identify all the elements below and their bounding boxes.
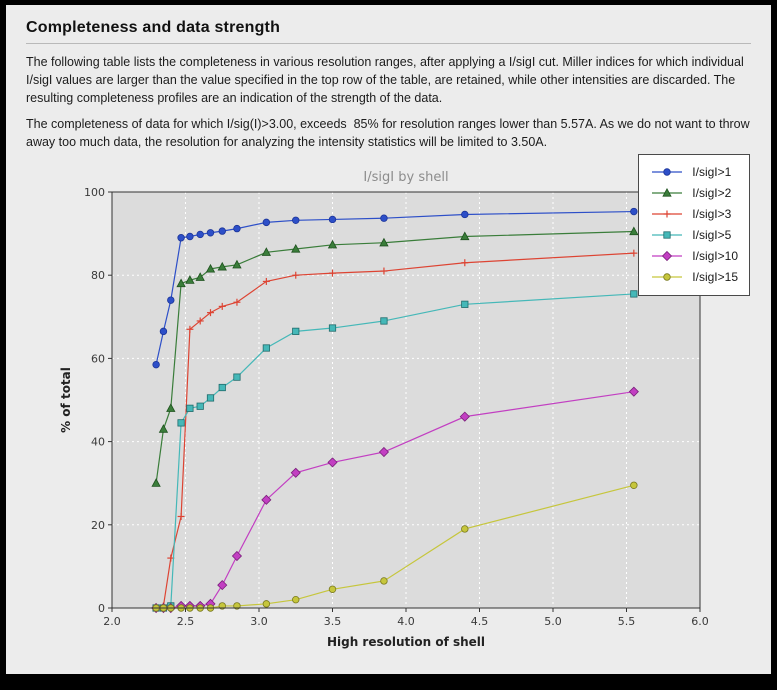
legend-sample-square-icon [652,231,683,239]
legend-label: I/sigI>5 [692,228,732,243]
report-panel: Completeness and data strength The follo… [6,5,771,674]
legend-label: I/sigI>2 [692,186,732,201]
svg-text:5.0: 5.0 [544,615,562,628]
svg-text:0: 0 [98,602,105,615]
legend-item: I/sigI>15 [650,267,738,288]
description-paragraph-2: The completeness of data for which I/sig… [26,117,754,149]
svg-text:2.0: 2.0 [103,615,121,628]
svg-text:3.5: 3.5 [324,615,342,628]
legend-sample-circle-icon [652,273,683,281]
description-paragraph-1: The following table lists the completene… [26,55,748,105]
svg-text:4.5: 4.5 [471,615,489,628]
legend-label: I/sigI>15 [692,270,738,285]
svg-text:80: 80 [91,269,105,282]
svg-text:4.0: 4.0 [397,615,415,628]
legend-sample-plus-icon [652,210,683,218]
svg-text:5.5: 5.5 [618,615,636,628]
svg-text:3.0: 3.0 [250,615,268,628]
svg-text:High resolution of shell: High resolution of shell [327,635,485,649]
svg-text:60: 60 [91,352,105,365]
legend-item: I/sigI>3 [650,204,738,225]
svg-text:40: 40 [91,435,105,448]
page-title: Completeness and data strength [26,19,281,36]
legend-label: I/sigI>10 [692,249,738,264]
legend-item: I/sigI>5 [650,225,738,246]
legend-sample-diamond-icon [652,251,683,262]
svg-text:6.0: 6.0 [691,615,709,628]
svg-text:I/sigI by shell: I/sigI by shell [363,170,448,185]
legend-sample-circle-icon [652,168,683,176]
title-divider [26,43,751,44]
legend-item: I/sigI>2 [650,183,738,204]
svg-text:20: 20 [91,519,105,532]
legend-sample-triangle-icon [652,188,683,197]
svg-text:100: 100 [84,186,105,199]
legend-label: I/sigI>3 [692,207,732,222]
svg-text:% of total: % of total [59,367,73,433]
legend-label: I/sigI>1 [692,165,732,180]
legend-item: I/sigI>10 [650,246,738,267]
chart-legend: I/sigI>1 I/sigI>2 I/sigI>3 I/sigI>5 I/sigI>1… [638,153,750,296]
legend-item: I/sigI>1 [650,162,738,183]
completeness-chart: 2.0 2.5 3.0 3.5 4.0 4.5 5.0 5.5 6.0 0 20 40 60 80 100 I… [59,170,709,649]
svg-text:2.5: 2.5 [177,615,195,628]
chart-container: I/sigI>1 I/sigI>2 I/sigI>3 I/sigI>5 I/sigI>1… [56,153,750,652]
